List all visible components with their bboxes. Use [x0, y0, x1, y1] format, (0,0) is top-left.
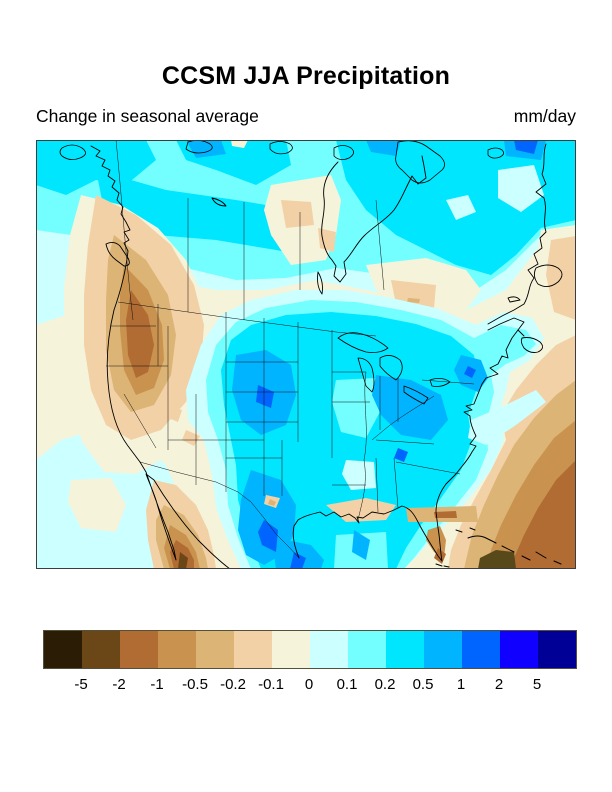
region-arizona-dry-spot-1 — [164, 405, 182, 422]
colorbar-tick: 0 — [304, 676, 314, 693]
region-gulf-wet-diag — [352, 530, 370, 560]
region-nyc-wet-spot — [464, 366, 476, 378]
map-frame — [36, 140, 576, 569]
colorbar-segment — [234, 631, 272, 668]
subtitle: Change in seasonal average — [36, 106, 259, 126]
anticosti-island — [507, 296, 521, 303]
region-gulfcoast-dry-dash — [434, 511, 457, 518]
colorbar-tick-labels: -5 -2 -1 -0.5 -0.2 -0.1 0 0.1 0.2 0.5 1 2 5 — [43, 674, 575, 696]
region-atlantic-pale-streak — [468, 390, 546, 445]
colorbar-tick: 5 — [532, 676, 542, 693]
baffin-island — [395, 140, 445, 184]
colorbar-segment — [158, 631, 196, 668]
great-bear-lake — [211, 197, 227, 207]
colorbar-segment — [500, 631, 538, 668]
region-iowa-lighter-notch — [332, 378, 381, 438]
colorbar-segment — [272, 631, 310, 668]
units-label: mm/day — [513, 106, 576, 126]
contour-fills — [36, 140, 576, 569]
region-bc-dry-core — [126, 290, 154, 378]
colorbar-tick: -5 — [74, 676, 88, 693]
cuba-and-antilles — [435, 527, 562, 568]
region-pacific-neutral-island-2 — [68, 478, 126, 532]
region-top-neutral-sliver — [231, 140, 248, 148]
newfoundland — [533, 264, 563, 287]
colorbar-segment — [310, 631, 348, 668]
colorbar-segment — [386, 631, 424, 668]
region-hudson-dry-spot-1 — [281, 200, 314, 228]
subtitle-row: Change in seasonal average mm/day — [36, 106, 576, 127]
colorbar-segment — [348, 631, 386, 668]
arctic-island-west — [59, 144, 86, 160]
colorbar-segment — [196, 631, 234, 668]
region-mexico-wet-spot — [290, 552, 306, 569]
colorbar-segment — [44, 631, 82, 668]
region-top-spot-deep — [514, 140, 538, 154]
great-lakes — [337, 332, 451, 405]
southampton-island — [333, 145, 354, 160]
region-texas-wet-spot — [258, 520, 278, 552]
region-quebec-dry-dash — [407, 298, 420, 303]
colorbar — [43, 630, 577, 669]
colorbar-tick: 0.1 — [336, 676, 358, 693]
region-top-spot-1 — [186, 140, 226, 158]
region-top-spot-2 — [366, 140, 401, 156]
colorbar-tick: -0.2 — [220, 676, 246, 693]
arctic-island-east — [487, 147, 504, 159]
region-arizona-dry-spot-2 — [182, 430, 200, 446]
hudson-bay-coast — [321, 155, 427, 283]
colorbar-segment — [538, 631, 576, 668]
baja-and-mexico-coast — [139, 461, 231, 569]
stlawrence-labrador-coast — [487, 143, 547, 331]
region-arkansas-pale-notch — [342, 460, 376, 490]
colorbar-tick: 1 — [456, 676, 466, 693]
caribbean-islands — [435, 527, 562, 568]
colorbar-segment — [82, 631, 120, 668]
colorbar-segment — [120, 631, 158, 668]
colorbar-tick: 2 — [494, 676, 504, 693]
region-georgia-wet-spot — [394, 448, 408, 462]
coastlines — [90, 143, 563, 569]
colorbar-tick: -0.1 — [258, 676, 284, 693]
colorbar-segment — [462, 631, 500, 668]
region-hudson-dry-spot-2 — [318, 228, 336, 252]
lake-winnipeg — [317, 271, 323, 295]
lake-superior — [337, 332, 389, 353]
vancouver-island — [105, 241, 130, 267]
region-florida-tip-dry — [434, 548, 446, 564]
arctic-island-3 — [269, 141, 293, 155]
region-ohio-valley-wet-deep — [372, 375, 448, 440]
lake-huron — [379, 355, 403, 381]
political-borders — [106, 140, 475, 559]
region-ne-pale-hole — [498, 165, 544, 212]
colorbar-tick: 0.2 — [374, 676, 396, 693]
nova-scotia — [520, 337, 543, 353]
region-quebec-pale-hole — [446, 195, 476, 220]
colorbar-tick: -2 — [112, 676, 126, 693]
precipitation-map — [36, 140, 576, 569]
region-nwmexico-darkest — [178, 552, 188, 569]
colorbar-tick: -0.5 — [182, 676, 208, 693]
gulf-atlantic-coast — [292, 329, 525, 562]
pacific-coast — [90, 145, 141, 463]
page-title: CCSM JJA Precipitation — [161, 62, 451, 90]
region-caribbean-darkest — [478, 550, 516, 569]
region-caribbean-dry-core — [511, 460, 576, 569]
state-borders — [106, 140, 475, 559]
lake-michigan — [357, 357, 375, 393]
colorbar-tick: 0.5 — [412, 676, 434, 693]
lake-erie — [403, 385, 429, 405]
region-texas-wet-deep — [238, 470, 296, 565]
region-montana-dry-spot — [176, 298, 198, 314]
colorbar-segment — [424, 631, 462, 668]
region-nebraska-wet-spot — [256, 385, 274, 408]
region-newmexico-dry-dot — [268, 499, 276, 506]
colorbar-tick: -1 — [150, 676, 164, 693]
